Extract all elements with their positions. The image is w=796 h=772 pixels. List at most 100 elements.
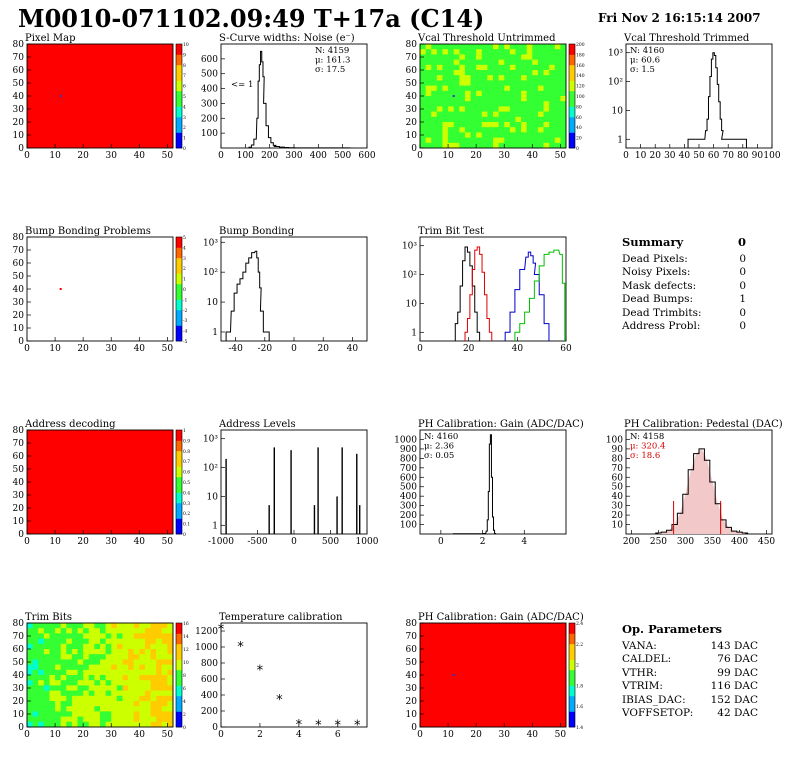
heatmap-cell [425, 669, 432, 676]
heatmap-cell [504, 675, 511, 681]
heatmap-cell [167, 685, 174, 691]
heatmap-cell [425, 127, 432, 133]
heatmap-cell [431, 90, 438, 97]
heatmap-cell [554, 64, 561, 71]
heatmap-cell [543, 44, 550, 50]
heatmap-cell [128, 654, 135, 660]
heatmap-cell [60, 633, 67, 639]
x-tick-label: 30 [499, 730, 511, 740]
heatmap-cell [487, 628, 494, 634]
x-tick-label: 0 [417, 151, 423, 161]
heatmap-cell [493, 649, 500, 655]
heatmap-cell [133, 721, 140, 728]
heatmap-cell [532, 675, 539, 681]
y-tick-label: 30 [13, 105, 25, 115]
heatmap-cell [49, 711, 56, 717]
heatmap-cell [431, 638, 438, 645]
stats-line: μ: 2.36 [424, 442, 454, 452]
heatmap-cell [504, 638, 511, 645]
heatmap-cell [436, 80, 443, 86]
x-tick-label: 20 [463, 344, 475, 354]
colorbar-segment [569, 59, 575, 66]
heatmap-cell [526, 122, 533, 128]
heatmap-cell [116, 633, 123, 639]
heatmap-cell [122, 638, 129, 645]
x-tick-label: 30 [499, 151, 511, 161]
colorbar-segment [569, 80, 575, 86]
heatmap-cell [549, 111, 556, 118]
colorbar-segment [569, 106, 575, 112]
heatmap-cell [549, 85, 556, 92]
heatmap-cell [537, 127, 544, 133]
heatmap-cell [442, 643, 449, 650]
heatmap-cell [144, 654, 151, 660]
heatmap-cell [32, 706, 39, 712]
heatmap-cell [55, 706, 62, 712]
heatmap-cell [504, 59, 511, 66]
heatmap-cell [43, 721, 50, 728]
panel-title: Trim Bit Test [418, 226, 484, 237]
heatmap-cell [425, 44, 432, 50]
heatmap-cell [459, 44, 466, 50]
y-tick-label: 40 [406, 671, 418, 681]
heatmap-cell [139, 633, 146, 639]
heatmap-cell [504, 669, 511, 676]
heatmap-cell [504, 132, 511, 138]
heatmap-cell [560, 654, 567, 660]
heatmap-cell [560, 669, 567, 676]
heatmap-cell [128, 623, 135, 629]
heatmap-cell [521, 70, 528, 76]
heatmap-cell [526, 701, 533, 707]
heatmap-cell [470, 122, 477, 128]
heatmap-cell [532, 64, 539, 71]
colorbar-tick-label: 5 [183, 235, 186, 241]
heatmap-cell [526, 721, 533, 728]
heatmap-cell [498, 90, 505, 97]
heatmap-cell [49, 638, 56, 645]
heatmap-cell [83, 695, 90, 702]
heatmap-cell [111, 706, 118, 712]
y-tick-label: 10³ [203, 238, 218, 248]
colorbar-tick-label: 6 [183, 686, 186, 692]
heatmap-cell [453, 116, 460, 123]
x-tick-label: 20 [317, 344, 329, 354]
heatmap-cell [43, 669, 50, 676]
heatmap-cell [493, 111, 500, 118]
heatmap-cell [436, 654, 443, 660]
heatmap-cell [38, 685, 45, 691]
heatmap-cell [453, 664, 460, 671]
op-param-row: VANA: 143 DAC [622, 640, 758, 654]
colorbar-tick-label: 0.3 [183, 501, 190, 507]
chart-ph_gain: PH Calibration: Gain (ADC/DAC)0 2 41002003… [394, 419, 584, 547]
x-tick-label: 0 [24, 730, 30, 740]
heatmap-cell [493, 122, 500, 128]
heatmap-cell [521, 54, 528, 60]
heatmap-cell [537, 659, 544, 665]
heatmap-cell [431, 690, 438, 697]
colorbar-segment [176, 482, 182, 488]
colorbar-segment [176, 299, 182, 305]
histogram-series-0 [454, 246, 481, 341]
x-tick-label: 4 [296, 730, 302, 740]
heatmap-cell [476, 701, 483, 707]
heatmap-cell [167, 680, 174, 686]
heatmap-cell [526, 675, 533, 681]
heatmap-cell [453, 649, 460, 655]
heatmap-cell [133, 675, 140, 681]
heatmap-cell [464, 628, 471, 634]
heatmap-cell [549, 685, 556, 691]
heatmap-cell [431, 75, 438, 81]
heatmap-cell [436, 85, 443, 92]
heatmap-cell [420, 44, 427, 50]
heatmap-cell [549, 721, 556, 728]
y-tick-label: 60 [406, 645, 418, 655]
heatmap-cell [504, 90, 511, 97]
heatmap-cell [532, 101, 539, 107]
heatmap-cell [521, 623, 528, 629]
heatmap-cell [71, 685, 78, 691]
x-tick-label: 600 [358, 151, 375, 161]
heatmap-cell [448, 122, 455, 128]
heatmap-cell [77, 675, 84, 681]
heatmap-cell [554, 711, 561, 717]
heatmap-cell [116, 685, 123, 691]
